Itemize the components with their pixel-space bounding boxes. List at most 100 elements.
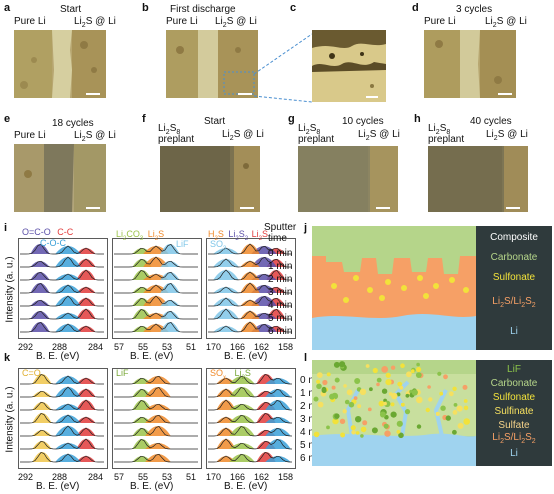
particle <box>463 405 469 411</box>
particle <box>350 425 356 431</box>
particle <box>463 399 468 403</box>
sulfonate-particles <box>331 275 469 303</box>
label-left-line1: Li2S8 <box>298 123 321 137</box>
legend-s2p-i: H2S Li2S2 Li2S <box>208 229 268 242</box>
spectrum-peak <box>76 287 96 293</box>
spectrum-line <box>208 321 292 333</box>
schematic-j <box>312 226 476 350</box>
particle <box>339 361 346 368</box>
particle <box>351 430 356 435</box>
spectrum-peak <box>30 261 50 267</box>
panel-letter: a <box>4 2 11 14</box>
spectrum-line <box>114 438 198 450</box>
spectrum-peak <box>229 404 255 410</box>
spectrum-peak <box>251 257 277 267</box>
spectrum-peak <box>55 415 81 423</box>
spectrum-peak <box>229 443 255 449</box>
spectrum-peak <box>76 309 96 319</box>
spectrum-peak <box>55 296 81 306</box>
spectrum-peak <box>32 413 52 423</box>
particle <box>381 388 388 394</box>
particles <box>313 361 470 439</box>
spectrum-peak <box>213 326 239 332</box>
label-right: Li2S @ Li <box>222 129 264 143</box>
particle <box>437 371 442 376</box>
particle <box>326 372 331 377</box>
spectrum-peak <box>30 322 50 332</box>
spectrum-peak <box>76 298 96 306</box>
scale-bar <box>498 93 512 95</box>
particle <box>339 418 346 424</box>
particle <box>439 391 444 396</box>
spectrum-line <box>114 375 198 385</box>
label-right: Li2S @ Li <box>485 16 527 30</box>
particle <box>322 379 328 386</box>
particle <box>463 418 470 425</box>
scale-bar <box>238 93 252 95</box>
micrograph-image <box>160 146 260 212</box>
spectrum-line <box>208 256 292 268</box>
x-axis-label: B. E. (eV) <box>130 481 174 492</box>
particle <box>372 367 378 374</box>
legend-item: LiF <box>507 364 521 375</box>
spectrum-peak <box>55 426 81 436</box>
spectrum-peak <box>76 248 96 254</box>
spectrum-peak <box>213 259 239 267</box>
spectrum-peak <box>145 443 171 449</box>
particle <box>406 371 412 378</box>
panel-letter: d <box>412 2 419 14</box>
spectrum-line <box>20 386 104 398</box>
spectrum-peak <box>240 311 260 319</box>
label-right: Li2S @ Li <box>74 130 116 144</box>
spectrum-peak <box>240 244 260 254</box>
spectrum-peak <box>76 270 96 280</box>
spectrum-line <box>208 282 292 294</box>
panel-letter-j: j <box>304 222 308 234</box>
particle <box>348 401 355 408</box>
particle <box>329 393 336 400</box>
y-axis-label: Intensity (a. u.) <box>4 256 16 323</box>
spectra-stack <box>208 373 293 463</box>
particle <box>313 431 320 438</box>
particle <box>416 424 422 429</box>
panel-letter: f <box>142 113 146 125</box>
spectrum-peak <box>160 272 180 280</box>
spectrum-line <box>20 269 104 281</box>
sputter-time: 3 min <box>268 287 293 298</box>
particle <box>340 432 346 438</box>
spectrum-peak <box>30 272 50 280</box>
particle <box>428 397 433 402</box>
particle <box>334 377 340 383</box>
x-axis-label: B. E. (eV) <box>36 481 80 492</box>
sputter-time: 1 min <box>268 261 293 272</box>
spectrum-peak <box>55 324 81 332</box>
spectrum-peak <box>240 261 260 267</box>
scale-bar <box>86 93 100 95</box>
spectrum-peak <box>30 311 50 319</box>
spectrum-peak <box>145 426 171 436</box>
spectrum-line <box>20 295 104 307</box>
particle <box>425 407 430 413</box>
sputter-time: 2 min <box>268 274 293 285</box>
particle <box>416 366 422 373</box>
spectrum-line <box>114 386 198 398</box>
particle <box>462 384 468 390</box>
spectrum-peak <box>32 402 52 410</box>
panel-letter-k: k <box>4 352 11 364</box>
spectrum-peak <box>216 439 236 449</box>
spectrum-peak <box>76 326 96 332</box>
panel-title: 18 cycles <box>52 118 94 129</box>
particle <box>354 378 361 384</box>
spectrum-line <box>208 295 292 307</box>
spectrum-line <box>208 269 292 281</box>
sputter-time: 5 min <box>268 313 293 324</box>
spectrum-peak <box>160 244 180 254</box>
particle <box>362 420 368 426</box>
particle <box>367 407 372 412</box>
spectrum-peak <box>76 456 96 462</box>
particle <box>343 384 347 388</box>
panel-letter: g <box>288 113 295 125</box>
particle <box>321 386 327 392</box>
particle <box>369 387 373 392</box>
particle <box>452 429 457 435</box>
